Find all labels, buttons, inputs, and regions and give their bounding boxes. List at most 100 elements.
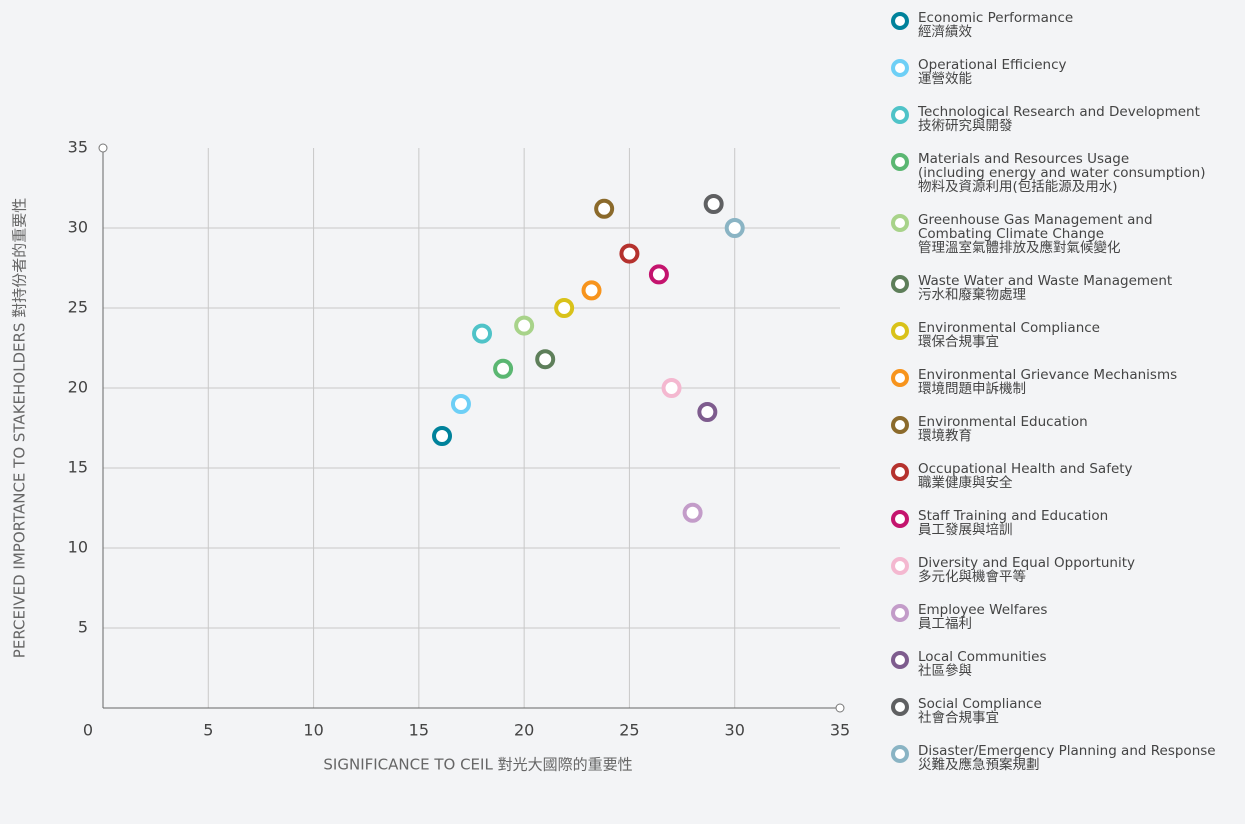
legend-ring (891, 12, 909, 30)
legend-label: Occupational Health and Safety (918, 461, 1133, 477)
legend-ring (891, 745, 909, 763)
legend-item: Technological Research and Development 技術… (890, 105, 1245, 133)
legend-ring (891, 510, 909, 528)
legend-label-zh: 員工福利 (918, 616, 972, 632)
x-tick-label: 15 (409, 721, 429, 740)
point (724, 218, 745, 238)
legend-label: Environmental Compliance (918, 320, 1100, 336)
legend-label-zh: 員工發展與培訓 (918, 522, 1013, 538)
legend-ring (891, 214, 909, 232)
legend-label: Environmental Grievance Mechanisms (918, 367, 1178, 383)
y-tick-label: 15 (68, 458, 88, 477)
legend-ring (891, 416, 909, 434)
point (472, 323, 493, 344)
legend-label-zh: 環境問題申訴機制 (918, 381, 1026, 397)
legend-label: Disaster/Emergency Planning and Response (918, 743, 1216, 759)
legend-label-zh: 技術研究與開發 (918, 118, 1013, 134)
legend-marker (891, 322, 909, 340)
legend-label: Environmental Education (918, 414, 1088, 430)
point (682, 502, 703, 523)
x-axis-label: SIGNIFICANCE TO CEIL 對光大國際的重要性 (323, 756, 632, 774)
point (554, 298, 575, 318)
point (703, 194, 724, 214)
x-tick-label: 20 (514, 721, 534, 740)
legend: Economic Performance 經濟績效 Operational Effi… (890, 11, 1245, 791)
chart: SIGNIFICANCE TO CEIL 對光大國際的重要性 PERCEIVED… (11, 138, 851, 774)
legend-label: Local Communities (918, 649, 1047, 665)
point (514, 315, 535, 336)
legend-label-zh: 災難及應急預案規劃 (918, 757, 1040, 773)
y-tick-label: 20 (68, 378, 88, 397)
legend-marker (891, 463, 909, 481)
legend-label-zh: 運營效能 (918, 71, 972, 87)
x-tick-label: 25 (619, 721, 639, 740)
legend-marker (891, 59, 909, 77)
axis-end (98, 143, 108, 153)
legend-ring (891, 698, 909, 716)
legend-marker (891, 153, 909, 171)
legend-ring (891, 604, 909, 622)
legend-label: Staff Training and Education (918, 508, 1109, 524)
legend-ring (891, 275, 909, 293)
legend-label-zh: 職業健康與安全 (918, 475, 1013, 491)
legend-item: Environmental Education 環境教育 (890, 415, 1245, 443)
axis-end (835, 703, 845, 713)
legend-item: Disaster/Emergency Planning and Response… (890, 744, 1245, 772)
legend-item: Social Compliance 社會合規事宜 (890, 697, 1245, 725)
legend-marker (891, 698, 909, 716)
x-tick-label: 30 (725, 721, 745, 740)
legend-marker (891, 745, 909, 763)
legend-label-zh: 污水和廢棄物處理 (918, 287, 1026, 303)
x-tick-label: 5 (203, 721, 213, 740)
point (594, 198, 615, 219)
legend-ring (891, 106, 909, 124)
legend-item: Materials and Resources Usage (including… (890, 152, 1245, 194)
legend-label: Economic Performance (918, 10, 1074, 26)
point (619, 243, 640, 264)
legend-label: Diversity and Equal Opportunity (918, 555, 1136, 571)
legend-marker (891, 557, 909, 575)
legend-ring (891, 557, 909, 575)
legend-label-zh: 環境教育 (918, 428, 972, 444)
legend-marker (891, 12, 909, 30)
legend-marker (891, 416, 909, 434)
legend-item: Local Communities 社區參與 (890, 650, 1245, 678)
legend-label: Greenhouse Gas Management and Combating … (918, 212, 1153, 242)
point (697, 402, 718, 422)
y-tick-label: 10 (68, 538, 88, 557)
legend-ring (891, 322, 909, 340)
point (450, 394, 471, 414)
legend-ring (891, 463, 909, 481)
legend-item: Environmental Grievance Mechanisms 環境問題申訴… (890, 368, 1245, 396)
y-tick-label: 35 (68, 138, 88, 157)
legend-label: Social Compliance (918, 696, 1042, 712)
y-tick-label: 25 (68, 298, 88, 317)
legend-item: Staff Training and Education 員工發展與培訓 (890, 509, 1245, 537)
legend-marker (891, 214, 909, 232)
legend-item: Employee Welfares 員工福利 (890, 603, 1245, 631)
legend-marker (891, 369, 909, 387)
point (535, 349, 556, 370)
legend-label: Operational Efficiency (918, 57, 1067, 73)
point (661, 378, 682, 398)
legend-item: Occupational Health and Safety 職業健康與安全 (890, 462, 1245, 490)
legend-marker (891, 106, 909, 124)
legend-marker (891, 510, 909, 528)
legend-label-zh: 社會合規事宜 (918, 710, 999, 726)
point (648, 264, 669, 285)
legend-item: Waste Water and Waste Management 污水和廢棄物處理 (890, 274, 1245, 302)
x-tick-label: 35 (830, 721, 850, 740)
legend-label-zh: 多元化與機會平等 (918, 569, 1026, 585)
legend-ring (891, 59, 909, 77)
x-tick-label: 10 (303, 721, 323, 740)
legend-label: Technological Research and Development (918, 104, 1200, 120)
legend-label-zh: 環保合規事宜 (918, 334, 999, 350)
y-tick-label: 5 (78, 618, 88, 637)
legend-label-zh: 經濟績效 (918, 24, 972, 40)
legend-marker (891, 275, 909, 293)
y-tick-label: 30 (68, 218, 88, 237)
legend-marker (891, 651, 909, 669)
legend-label-zh: 物料及資源利用(包括能源及用水) (918, 179, 1118, 195)
legend-label-zh: 社區參與 (918, 663, 972, 679)
